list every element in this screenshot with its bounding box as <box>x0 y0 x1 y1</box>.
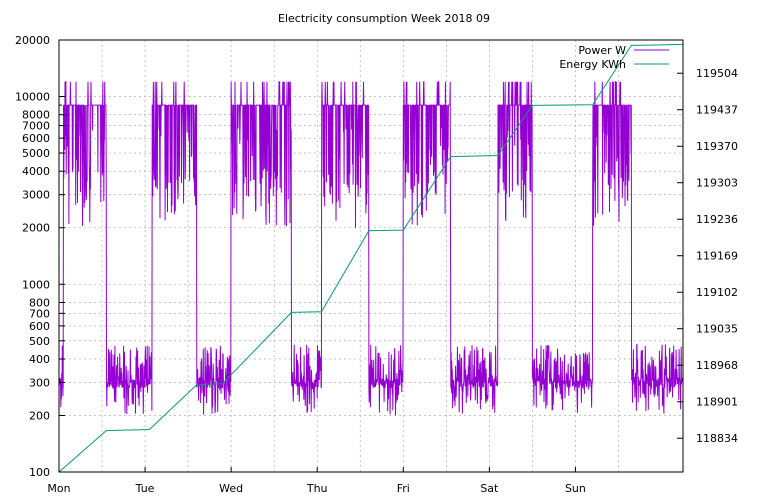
y-left-tick-label: 3000 <box>22 189 50 202</box>
y-right-tick-label: 119169 <box>696 250 738 263</box>
chart-title: Electricity consumption Week 2018 09 <box>278 12 490 25</box>
x-tick-label: Mon <box>47 482 70 495</box>
y-left-tick-label: 8000 <box>22 109 50 122</box>
y-left-tick-label: 5000 <box>22 147 50 160</box>
y-left-tick-label: 700 <box>29 307 50 320</box>
y-left-tick-label: 400 <box>29 353 50 366</box>
y-left-tick-label: 500 <box>29 335 50 348</box>
y-right-tick-label: 118834 <box>696 432 738 445</box>
legend-label-energy: Energy KWh <box>559 58 626 71</box>
y-left-tick-label: 100 <box>29 466 50 479</box>
y-left-tick-label: 10000 <box>15 91 50 104</box>
y-right-tick-label: 119370 <box>696 140 738 153</box>
y-left-tick-label: 7000 <box>22 120 50 133</box>
x-tick-label: Thu <box>306 482 328 495</box>
x-tick-label: Sat <box>480 482 499 495</box>
x-tick-label: Sun <box>565 482 586 495</box>
series-energy-line <box>58 43 684 473</box>
legend-label-power: Power W <box>578 44 626 57</box>
y-left-tick-label: 6000 <box>22 132 50 145</box>
x-tick-label: Tue <box>135 482 155 495</box>
y-right-tick-label: 119236 <box>696 213 738 226</box>
y-left-tick-label: 2000 <box>22 222 50 235</box>
y-right-tick-label: 119035 <box>696 323 738 336</box>
y-right-tick-label: 119303 <box>696 177 738 190</box>
series-layer <box>58 43 684 473</box>
y-right-tick-label: 118901 <box>696 396 738 409</box>
x-tick-label: Wed <box>219 482 243 495</box>
x-tick-label: Fri <box>397 482 410 495</box>
series-power-line <box>58 81 684 416</box>
y-right-tick-label: 119102 <box>696 286 738 299</box>
axis-layer: Mon Tue Wed Thu Fri Sat Sun1002003004005006007… <box>15 34 738 495</box>
y-left-tick-label: 4000 <box>22 165 50 178</box>
y-right-tick-label: 118968 <box>696 359 738 372</box>
y-right-tick-label: 119504 <box>696 67 738 80</box>
y-left-tick-label: 800 <box>29 296 50 309</box>
y-left-tick-label: 20000 <box>15 34 50 47</box>
y-left-tick-label: 300 <box>29 376 50 389</box>
y-left-tick-label: 600 <box>29 320 50 333</box>
legend: Power W Energy KWh <box>559 44 669 71</box>
y-left-tick-label: 200 <box>29 409 50 422</box>
y-right-tick-label: 119437 <box>696 104 738 117</box>
y-left-tick-label: 1000 <box>22 278 50 291</box>
